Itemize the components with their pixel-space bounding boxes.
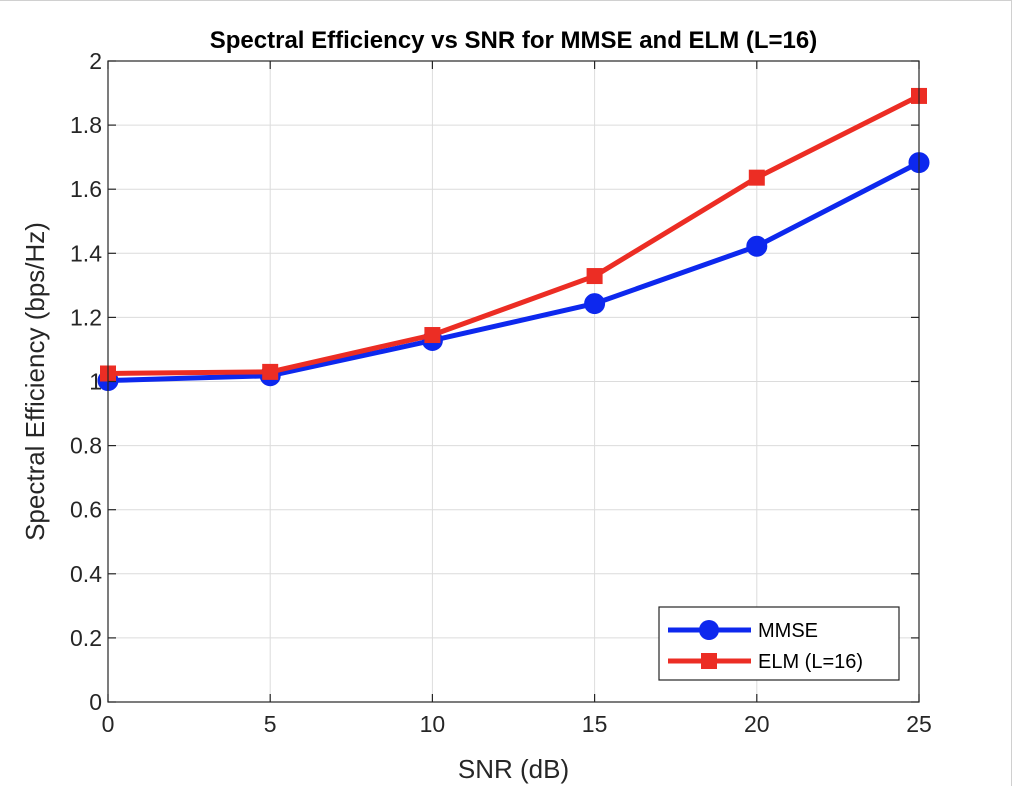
legend-box <box>658 606 900 681</box>
series-line <box>107 93 921 376</box>
y-tick-label: 0.6 <box>70 497 102 523</box>
legend-label: MMSE <box>758 620 818 642</box>
x-tick-label: 15 <box>582 711 608 737</box>
data-point <box>262 363 279 380</box>
tick-labels: 0 5 10 15 20 25 0 0.2 0.4 0.6 0.8 1 1.2 1.4 1.6 1.8 2 <box>70 48 932 737</box>
ticks <box>107 60 920 703</box>
legend-entry: MMSE <box>668 620 818 642</box>
x-tick-label: 25 <box>906 711 932 737</box>
series-layer <box>97 87 930 392</box>
data-point <box>746 235 768 257</box>
legend-marker <box>701 653 717 669</box>
chart-title: Spectral Efficiency vs SNR for MMSE and … <box>210 27 817 54</box>
x-tick-label: 0 <box>102 711 115 737</box>
legend: MMSE ELM (L=16) <box>658 606 900 681</box>
y-tick-label: 1.6 <box>70 176 102 202</box>
y-tick-label: 1 <box>89 369 102 395</box>
y-tick-label: 1.4 <box>70 240 102 266</box>
y-tick-label: 0.4 <box>70 561 102 587</box>
y-tick-label: 1.2 <box>70 304 102 330</box>
legend-marker <box>699 620 719 640</box>
y-tick-label: 0.2 <box>70 625 102 651</box>
data-point <box>584 293 606 315</box>
y-axis-label: Spectral Efficiency (bps/Hz) <box>20 222 50 541</box>
legend-entries: MMSE ELM (L=16) <box>668 620 863 673</box>
data-point <box>424 327 441 344</box>
legend-label: ELM (L=16) <box>758 651 863 673</box>
x-tick-label: 10 <box>420 711 446 737</box>
x-tick-label: 20 <box>744 711 770 737</box>
series-line <box>107 160 921 384</box>
legend-entry: ELM (L=16) <box>668 651 863 673</box>
x-axis-label: SNR (dB) <box>458 754 569 784</box>
data-point <box>748 169 765 186</box>
y-tick-label: 0.8 <box>70 433 102 459</box>
y-tick-label: 1.8 <box>70 112 102 138</box>
y-tick-label: 0 <box>89 689 102 715</box>
series-2 <box>100 87 927 382</box>
y-tick-label: 2 <box>89 48 102 74</box>
x-tick-label: 5 <box>264 711 277 737</box>
data-point <box>586 268 603 285</box>
